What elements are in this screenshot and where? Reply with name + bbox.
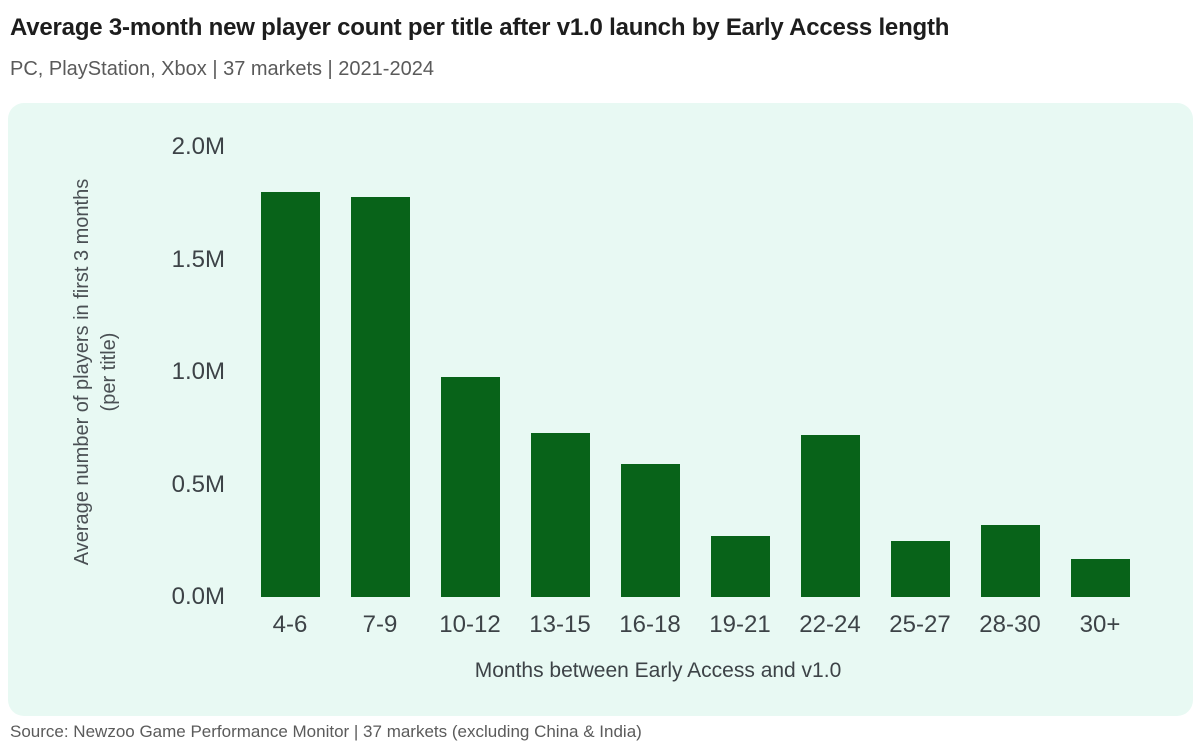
bar-16-18: [620, 464, 680, 597]
bar-10-12: [440, 376, 500, 597]
x-tick-label: 30+: [1079, 611, 1121, 638]
x-tick-labels: 4-6 7-9 10-12 13-15 16-18 19-21 22-24 25-27 28-3…: [245, 611, 1145, 639]
y-tick-labels: 0.0M 0.5M 1.0M 1.5M 2.0M: [8, 103, 225, 716]
x-tick-label: 28-30: [979, 611, 1041, 638]
bar-slot: [425, 147, 515, 597]
bar-25-27: [890, 540, 950, 597]
x-tick-label: 16-18: [619, 611, 681, 638]
bar-slot: [875, 147, 965, 597]
bar-13-15: [530, 432, 590, 597]
bar-slot: [965, 147, 1055, 597]
chart-panel: Average number of players in first 3 mon…: [8, 103, 1193, 716]
bar-slot: [1055, 147, 1145, 597]
y-tick-label: 1.0M: [171, 358, 225, 385]
y-tick-label: 1.5M: [171, 245, 225, 273]
x-axis-title: Months between Early Access and v1.0: [474, 659, 842, 682]
source-note: Source: Newzoo Game Performance Monitor …: [10, 722, 642, 741]
x-tick-label: 19-21: [709, 611, 771, 638]
x-tick-label: 13-15: [529, 611, 591, 638]
bar-slot: [515, 147, 605, 597]
bar-4-6: [260, 192, 320, 597]
y-tick-label: 0.0M: [171, 583, 225, 610]
chart-title: Average 3-month new player count per tit…: [10, 14, 950, 41]
bar-slot: [785, 147, 875, 597]
bar-slot: [695, 147, 785, 597]
x-tick-label: 22-24: [799, 611, 861, 638]
y-tick-label: 0.5M: [171, 470, 225, 498]
y-tick-label: 2.0M: [171, 133, 225, 160]
x-tick-label: 10-12: [439, 611, 501, 638]
bar-slot: [605, 147, 695, 597]
bar-slot: [245, 147, 335, 597]
chart-subtitle: PC, PlayStation, Xbox | 37 markets | 202…: [10, 58, 434, 80]
x-tick-label: 4-6: [272, 611, 308, 638]
bars-area: [245, 147, 1145, 597]
bar-slot: [335, 147, 425, 597]
bar-30+: [1070, 558, 1130, 597]
x-tick-label: 25-27: [889, 611, 951, 638]
bar-7-9: [350, 196, 410, 597]
bar-28-30: [980, 525, 1040, 597]
bar-22-24: [800, 435, 860, 597]
bar-19-21: [710, 536, 770, 597]
x-tick-label: 7-9: [362, 611, 398, 638]
